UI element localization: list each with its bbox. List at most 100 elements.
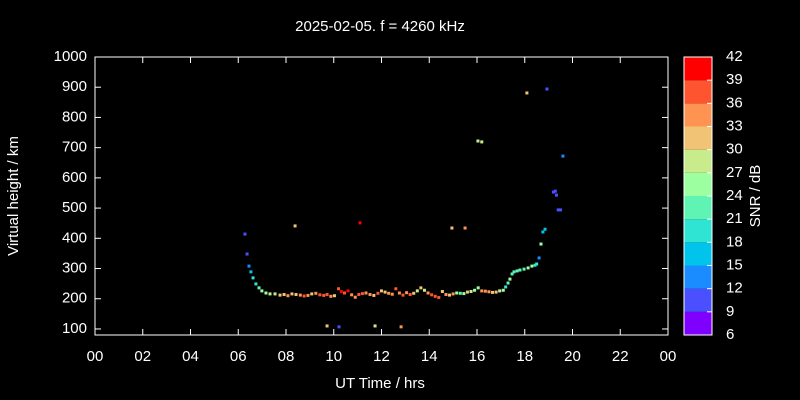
data-point [437,296,441,300]
data-point [504,285,508,289]
data-point [480,140,484,144]
data-point [329,294,333,298]
data-point [399,325,403,329]
data-point [290,292,294,296]
data-point [350,293,354,297]
colorbar-tick-label: 30 [726,141,743,158]
colorbar-segment [684,311,712,335]
colorbar-tick-label: 15 [726,256,743,273]
data-point [483,289,487,293]
data-point [537,256,541,260]
x-tick-label: 00 [87,348,104,365]
colorbar-segment [684,103,712,127]
colorbar-tick-label: 39 [726,71,743,88]
y-tick-label: 900 [62,78,87,95]
data-point [463,226,467,230]
data-point [522,267,526,271]
data-point [559,208,563,212]
colorbar-segment [684,126,712,150]
x-tick-label: 00 [660,348,677,365]
y-tick-label: 600 [62,169,87,186]
colorbar-segment [684,196,712,220]
data-point [310,292,314,296]
colorbar-segment [684,172,712,196]
data-point [332,294,336,298]
data-point [430,293,434,297]
data-point [473,288,477,292]
colorbar-tick-label: 36 [726,94,743,111]
data-point [306,293,310,297]
data-point [339,289,343,293]
y-tick-label: 1000 [54,48,87,65]
data-point [360,292,364,296]
data-point [368,293,372,297]
colorbar-tick-label: 18 [726,233,743,250]
colorbar-segment [684,80,712,104]
data-point [302,294,306,298]
data-point [412,291,416,295]
data-point [380,289,383,293]
x-tick-label: 02 [134,348,151,365]
x-tick-label: 16 [469,348,486,365]
data-point [487,290,491,294]
data-point [545,87,549,91]
data-point [342,291,346,295]
data-point [469,289,473,293]
colorbar-tick-label: 27 [726,164,743,181]
y-tick-label: 100 [62,320,87,337]
data-point [433,294,437,298]
data-point [512,270,516,274]
data-point [476,139,480,143]
data-point [539,242,543,246]
x-tick-label: 18 [516,348,533,365]
data-point [318,293,322,297]
data-point [401,293,405,297]
data-point [245,252,249,256]
data-point [444,293,448,297]
data-point [264,291,268,295]
data-point [247,264,251,268]
data-point [282,293,286,297]
data-point [273,292,277,296]
data-point [450,226,454,230]
data-point [408,293,412,297]
colorbar-segment [684,288,712,312]
y-tick-label: 200 [62,290,87,307]
data-point [337,325,341,329]
colorbar-segment [684,219,712,243]
data-point [376,291,380,295]
data-point [491,290,495,294]
data-point [541,230,545,234]
x-tick-label: 14 [421,348,438,365]
data-point [419,286,423,290]
data-point [357,293,361,297]
data-point [364,291,368,295]
y-tick-label: 400 [62,229,87,246]
colorbar-tick-label: 42 [726,48,743,65]
x-tick-label: 12 [373,348,390,365]
data-point [373,324,377,328]
data-point [260,289,264,293]
data-point [387,291,391,295]
x-tick-label: 10 [325,348,342,365]
data-point [383,290,387,294]
x-tick-label: 06 [230,348,247,365]
data-point [426,291,430,295]
data-point [394,287,398,291]
data-point [455,291,459,295]
data-point [525,91,529,95]
data-point [448,293,452,297]
data-point [440,289,444,293]
data-point [551,190,555,194]
data-point [278,293,282,297]
data-point [510,272,514,276]
data-point [298,293,302,297]
data-point [372,293,376,297]
data-point [257,286,261,290]
data-point [249,270,253,274]
data-point [254,282,258,286]
data-point [555,193,559,197]
data-point [422,288,426,292]
data-point [515,269,519,273]
